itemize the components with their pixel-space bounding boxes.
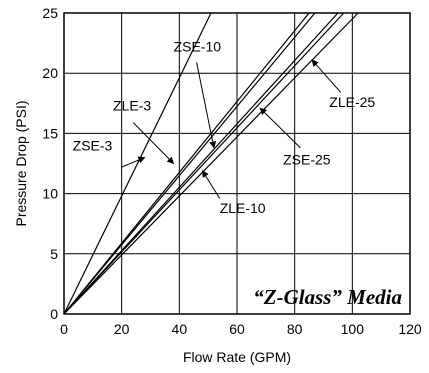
x-axis-ticks: 0 20 40 60 80 100 120 (60, 321, 422, 337)
y-axis-ticks: 0 5 10 15 20 25 (42, 5, 58, 322)
grid-lines (63, 12, 411, 315)
x-axis-title: Flow Rate (GPM) (183, 349, 291, 365)
y-tick-label-25: 25 (42, 5, 58, 21)
y-tick-label-15: 15 (42, 125, 58, 141)
label-arrow-zle-10 (201, 170, 221, 199)
y-tick-label-10: 10 (42, 186, 58, 202)
y-tick-label-0: 0 (50, 306, 58, 322)
label-arrow-zse-3 (121, 156, 146, 168)
media-annotation: “Z-Glass” Media (253, 285, 402, 309)
label-arrow-zse-10 (196, 62, 217, 149)
series-curves (63, 12, 359, 315)
series-line-zle-3 (63, 12, 310, 315)
series-label-zse-3: ZSE-3 (73, 137, 113, 153)
series-label-zse-10: ZSE-10 (174, 39, 222, 55)
y-tick-label-5: 5 (50, 246, 58, 262)
series-label-zle-10: ZLE-10 (220, 200, 266, 216)
x-tick-label-120: 120 (398, 321, 422, 337)
label-arrow-zle-25 (311, 59, 342, 93)
label-arrow-zse-25 (259, 107, 301, 149)
series-line-zse-10 (63, 12, 316, 315)
y-tick-label-20: 20 (42, 65, 58, 81)
y-axis-title: Pressure Drop (PSI) (13, 100, 29, 226)
series-label-zle-3: ZLE-3 (113, 98, 151, 114)
series-label-zle-25: ZLE-25 (329, 94, 375, 110)
series-labels: ZSE-10 ZLE-3 ZSE-3 ZLE-10 ZSE-25 ZLE-25 (73, 39, 376, 216)
x-tick-label-100: 100 (341, 321, 365, 337)
x-tick-label-20: 20 (114, 321, 130, 337)
series-line-zse-25 (63, 12, 339, 315)
plot-frame (63, 12, 411, 315)
series-line-zle-25 (63, 12, 359, 315)
x-tick-label-60: 60 (229, 321, 245, 337)
label-arrows (121, 59, 342, 199)
x-tick-label-80: 80 (287, 321, 303, 337)
series-label-zse-25: ZSE-25 (283, 152, 331, 168)
x-tick-label-0: 0 (60, 321, 68, 337)
series-line-zse-3 (63, 12, 212, 315)
series-line-zle-10 (63, 12, 345, 315)
label-arrow-zle-3 (132, 122, 175, 164)
x-tick-label-40: 40 (172, 321, 188, 337)
